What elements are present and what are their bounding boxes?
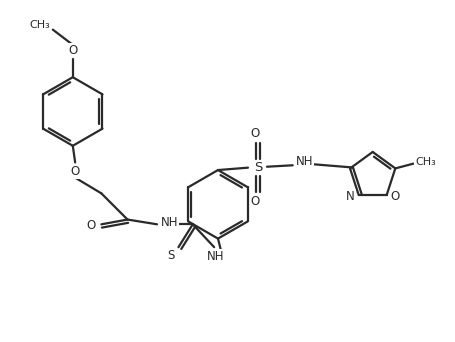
Text: S: S [254,161,263,174]
Text: O: O [86,219,96,232]
Text: NH: NH [161,216,178,229]
Text: O: O [71,166,80,179]
Text: O: O [251,195,260,208]
Text: NH: NH [207,250,225,263]
Text: O: O [68,43,77,56]
Text: CH₃: CH₃ [29,20,50,30]
Text: O: O [390,190,399,203]
Text: S: S [167,249,175,262]
Text: N: N [346,190,355,203]
Text: NH: NH [296,155,314,168]
Text: CH₃: CH₃ [415,157,436,167]
Text: O: O [251,127,260,140]
